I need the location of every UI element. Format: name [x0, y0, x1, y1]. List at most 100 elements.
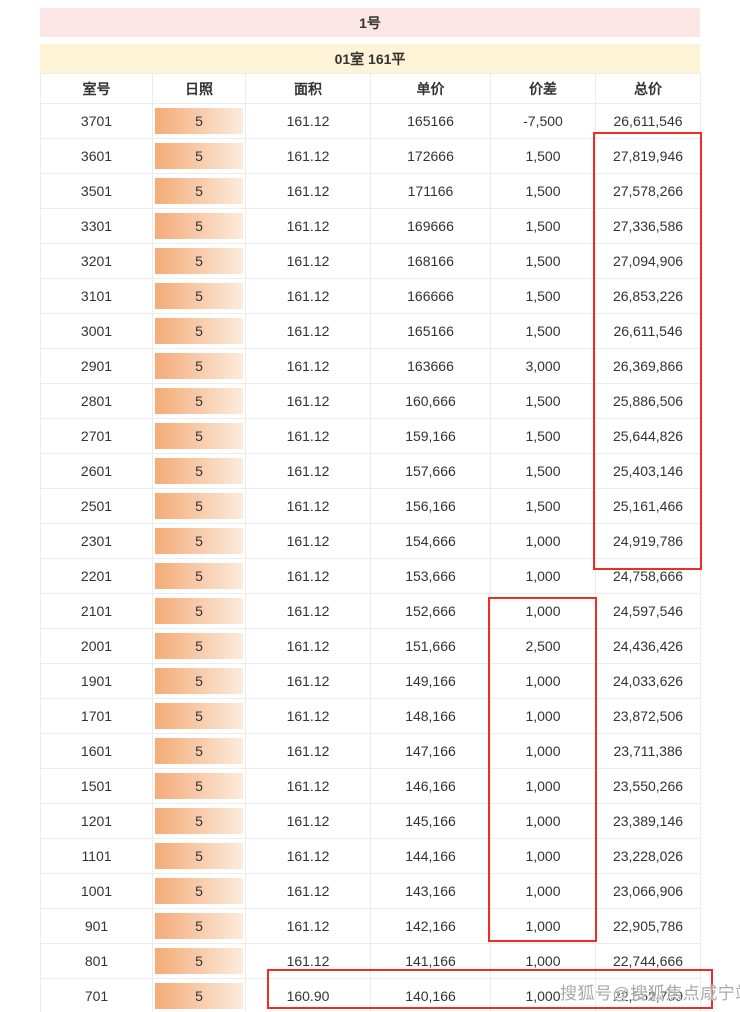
price-diff-cell: 1,500	[490, 418, 596, 454]
sunshine-cell: 5	[152, 663, 246, 699]
total-price-cell: 26,369,866	[595, 348, 701, 384]
area-cell: 161.12	[245, 803, 371, 839]
area-cell: 161.12	[245, 138, 371, 174]
price-diff-cell: 1,500	[490, 313, 596, 349]
unit-price-cell: 151,666	[370, 628, 491, 664]
sunshine-value: 5	[195, 568, 203, 584]
table-row: 1001 5 161.12 143,166 1,000 23,066,906	[40, 873, 701, 909]
total-price-cell: 23,228,026	[595, 838, 701, 874]
table-row: 2601 5 161.12 157,666 1,500 25,403,146	[40, 453, 701, 489]
room-number-cell: 901	[40, 908, 153, 944]
table-row: 701 5 160.90 140,166 1,000 22,552,709	[40, 978, 701, 1012]
area-cell: 161.12	[245, 908, 371, 944]
sunshine-value: 5	[195, 498, 203, 514]
total-price-cell: 23,872,506	[595, 698, 701, 734]
room-number-cell: 2701	[40, 418, 153, 454]
price-diff-cell: 1,000	[490, 768, 596, 804]
area-cell: 161.12	[245, 873, 371, 909]
unit-price-cell: 159,166	[370, 418, 491, 454]
table-row: 2801 5 161.12 160,666 1,500 25,886,506	[40, 383, 701, 419]
watermark: 搜狐号@搜狐焦点咸宁站	[560, 984, 740, 1003]
area-cell: 161.12	[245, 943, 371, 979]
unit-price-cell: 145,166	[370, 803, 491, 839]
sunshine-value: 5	[195, 463, 203, 479]
col-header-total-price: 总价	[595, 73, 701, 104]
total-price-cell: 26,611,546	[595, 103, 701, 139]
sunshine-cell: 5	[152, 208, 246, 244]
table-row: 2701 5 161.12 159,166 1,500 25,644,826	[40, 418, 701, 454]
total-price-cell: 25,644,826	[595, 418, 701, 454]
sunshine-bar: 5	[155, 843, 243, 869]
sunshine-cell: 5	[152, 803, 246, 839]
area-cell: 161.12	[245, 348, 371, 384]
unit-price-cell: 165166	[370, 313, 491, 349]
header-row: 室号 日照 面积 单价 价差 总价	[40, 73, 701, 104]
sunshine-value: 5	[195, 533, 203, 549]
col-header-room-number: 室号	[40, 73, 153, 104]
price-diff-cell: -7,500	[490, 103, 596, 139]
room-number-cell: 2101	[40, 593, 153, 629]
area-cell: 161.12	[245, 173, 371, 209]
total-price-cell: 27,819,946	[595, 138, 701, 174]
sunshine-bar: 5	[155, 283, 243, 309]
price-diff-cell: 1,000	[490, 978, 596, 1012]
unit-price-cell: 146,166	[370, 768, 491, 804]
sunshine-cell: 5	[152, 768, 246, 804]
total-price-cell: 25,161,466	[595, 488, 701, 524]
price-diff-cell: 1,000	[490, 838, 596, 874]
col-header-area: 面积	[245, 73, 371, 104]
price-table: 室号 日照 面积 单价 价差 总价 3701 5 161.12 165166 -…	[40, 73, 701, 1012]
room-number-cell: 2801	[40, 383, 153, 419]
sunshine-bar: 5	[155, 633, 243, 659]
room-number-cell: 1601	[40, 733, 153, 769]
price-diff-cell: 2,500	[490, 628, 596, 664]
table-row: 3001 5 161.12 165166 1,500 26,611,546	[40, 313, 701, 349]
room-number-cell: 1901	[40, 663, 153, 699]
area-cell: 160.90	[245, 978, 371, 1012]
sunshine-value: 5	[195, 883, 203, 899]
table-row: 2301 5 161.12 154,666 1,000 24,919,786	[40, 523, 701, 559]
total-price-cell: 27,336,586	[595, 208, 701, 244]
total-price-cell: 23,389,146	[595, 803, 701, 839]
table-row: 901 5 161.12 142,166 1,000 22,905,786	[40, 908, 701, 944]
area-cell: 161.12	[245, 278, 371, 314]
room-number-cell: 2301	[40, 523, 153, 559]
table-row: 1601 5 161.12 147,166 1,000 23,711,386	[40, 733, 701, 769]
total-price-cell: 27,578,266	[595, 173, 701, 209]
price-diff-cell: 1,500	[490, 278, 596, 314]
sunshine-cell: 5	[152, 383, 246, 419]
unit-price-cell: 153,666	[370, 558, 491, 594]
area-cell: 161.12	[245, 488, 371, 524]
total-price-cell: 23,711,386	[595, 733, 701, 769]
total-price-cell: 24,033,626	[595, 663, 701, 699]
room-number-cell: 1701	[40, 698, 153, 734]
room-number-cell: 2001	[40, 628, 153, 664]
price-diff-cell: 1,500	[490, 383, 596, 419]
sunshine-value: 5	[195, 778, 203, 794]
room-number-cell: 3001	[40, 313, 153, 349]
sunshine-bar: 5	[155, 423, 243, 449]
price-diff-cell: 1,000	[490, 558, 596, 594]
area-cell: 161.12	[245, 523, 371, 559]
area-cell: 161.12	[245, 418, 371, 454]
sunshine-value: 5	[195, 673, 203, 689]
room-number-cell: 1201	[40, 803, 153, 839]
area-cell: 161.12	[245, 208, 371, 244]
sunshine-cell: 5	[152, 908, 246, 944]
area-cell: 161.12	[245, 698, 371, 734]
sunshine-cell: 5	[152, 103, 246, 139]
unit-price-cell: 169666	[370, 208, 491, 244]
sunshine-cell: 5	[152, 628, 246, 664]
price-diff-cell: 1,000	[490, 698, 596, 734]
room-number-cell: 3301	[40, 208, 153, 244]
sunshine-bar: 5	[155, 143, 243, 169]
price-diff-cell: 1,000	[490, 908, 596, 944]
price-diff-cell: 3,000	[490, 348, 596, 384]
price-diff-cell: 1,500	[490, 453, 596, 489]
price-diff-cell: 1,000	[490, 523, 596, 559]
room-number-cell: 801	[40, 943, 153, 979]
sunshine-bar: 5	[155, 738, 243, 764]
total-price-cell: 24,436,426	[595, 628, 701, 664]
unit-price-cell: 152,666	[370, 593, 491, 629]
